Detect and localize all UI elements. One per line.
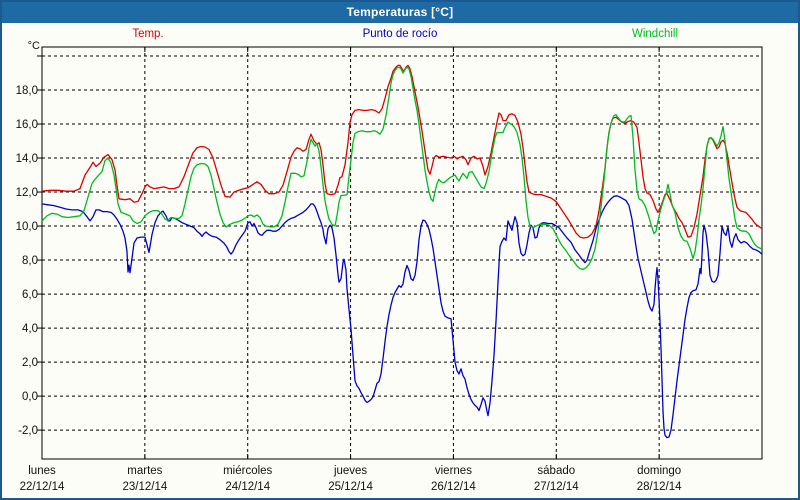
y-tick-label: 16,0 [16, 119, 38, 131]
y-tick-label: 4,0 [22, 323, 38, 335]
x-day-label: viernes [435, 465, 472, 477]
y-tick-label: 0,0 [22, 391, 38, 403]
window-titlebar: Temperaturas [°C] [2, 2, 798, 23]
x-date-label: 26/12/14 [431, 481, 476, 493]
chart-legend: Temp. Punto de rocío Windchill [2, 26, 798, 44]
y-tick-label: 2,0 [22, 357, 38, 369]
y-axis-unit-label: °C [27, 40, 40, 52]
y-tick-label: -2,0 [18, 425, 38, 437]
y-tick-label: 10,0 [16, 221, 38, 233]
y-tick-label: 6,0 [22, 289, 38, 301]
legend-item-0: Temp. [132, 28, 164, 40]
legend-item-1: Punto de rocío [362, 28, 438, 40]
plot-border [41, 46, 763, 460]
x-day-label: lunes [28, 465, 56, 477]
x-date-label: 28/12/14 [637, 481, 682, 493]
y-tick-label: 14,0 [16, 153, 38, 165]
x-date-label: 22/12/14 [20, 481, 65, 493]
y-tick-label: 18,0 [16, 85, 38, 97]
legend-item-2: Windchill [631, 28, 679, 40]
series-line-Punto de rocío [41, 195, 763, 439]
x-day-label: miércoles [223, 465, 272, 477]
x-date-label: 25/12/14 [328, 481, 373, 493]
series-line-Windchill [41, 66, 763, 271]
x-date-label: 23/12/14 [122, 481, 167, 493]
y-tick-label: 8,0 [22, 255, 38, 267]
x-day-label: jueves [333, 465, 367, 477]
x-day-label: sábado [537, 465, 575, 477]
x-day-label: domingo [637, 465, 681, 477]
y-tick-label: 12,0 [16, 187, 38, 199]
x-date-label: 27/12/14 [534, 481, 579, 493]
x-day-label: martes [127, 465, 162, 477]
x-date-label: 24/12/14 [225, 481, 270, 493]
